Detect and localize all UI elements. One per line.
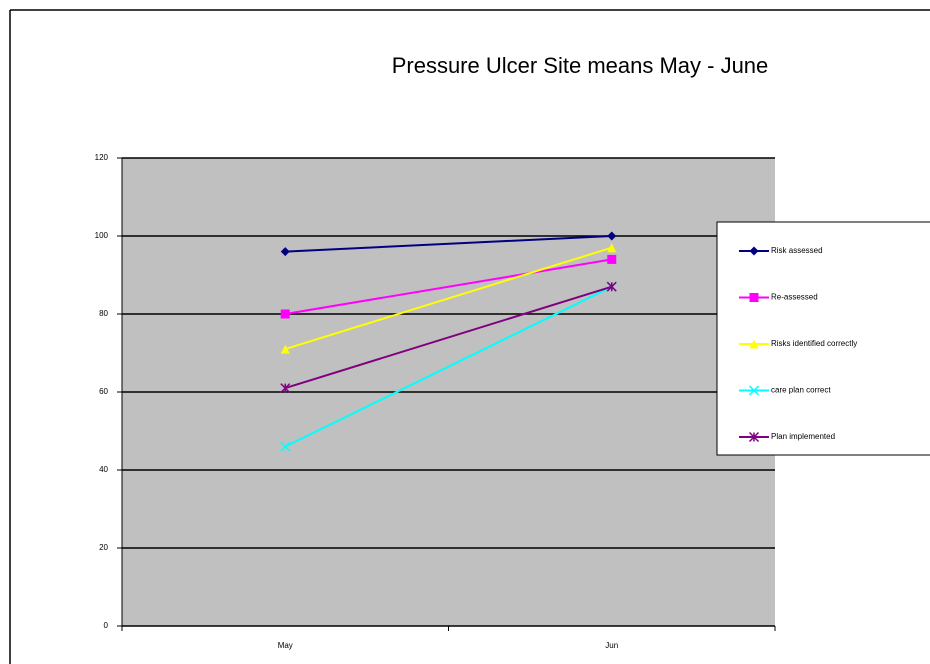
marker-shape (749, 339, 759, 349)
legend-label: Re-assessed (771, 293, 818, 302)
marker-shape (607, 243, 617, 253)
marker (280, 441, 291, 452)
marker (749, 246, 759, 256)
y-tick-label: 120 (95, 153, 109, 162)
marker (748, 431, 760, 443)
marker-shape (748, 385, 760, 396)
y-tick-label: 0 (104, 621, 109, 630)
chart-title: Pressure Ulcer Site means May - June (392, 53, 769, 78)
marker (606, 281, 617, 292)
marker-shape (607, 254, 617, 264)
marker (748, 385, 760, 396)
marker (607, 231, 617, 241)
marker (280, 383, 291, 394)
marker-shape (749, 293, 759, 302)
marker-shape (280, 441, 291, 452)
y-tick-label: 20 (99, 543, 108, 552)
marker (749, 339, 759, 349)
y-tick-label: 100 (95, 231, 109, 240)
marker (749, 293, 759, 302)
series-line (284, 285, 613, 448)
y-tick-label: 80 (99, 309, 108, 318)
marker-shape (749, 246, 759, 256)
marker (280, 344, 290, 354)
marker (280, 247, 290, 257)
marker (280, 309, 290, 319)
marker-shape (280, 247, 290, 257)
series-line (285, 235, 612, 253)
marker-shape (280, 383, 291, 394)
marker (607, 254, 617, 264)
marker (607, 243, 617, 253)
legend-label: Plan implemented (771, 432, 835, 441)
series-line (285, 258, 612, 315)
y-tick-label: 40 (99, 465, 108, 474)
legend-box (716, 221, 930, 456)
series-line (284, 246, 613, 351)
y-tick-label: 60 (99, 387, 108, 396)
marker-shape (280, 344, 290, 354)
legend-label: Risks identified correctly (771, 339, 857, 348)
x-tick-label: Jun (605, 641, 618, 650)
x-tick-label: May (278, 641, 293, 650)
marker-shape (748, 431, 760, 443)
series-line (284, 285, 613, 390)
legend-label: care plan correct (771, 386, 831, 395)
marker-shape (280, 309, 290, 319)
legend-label: Risk assessed (771, 246, 823, 255)
marker-shape (606, 281, 617, 292)
marker-shape (607, 231, 617, 241)
